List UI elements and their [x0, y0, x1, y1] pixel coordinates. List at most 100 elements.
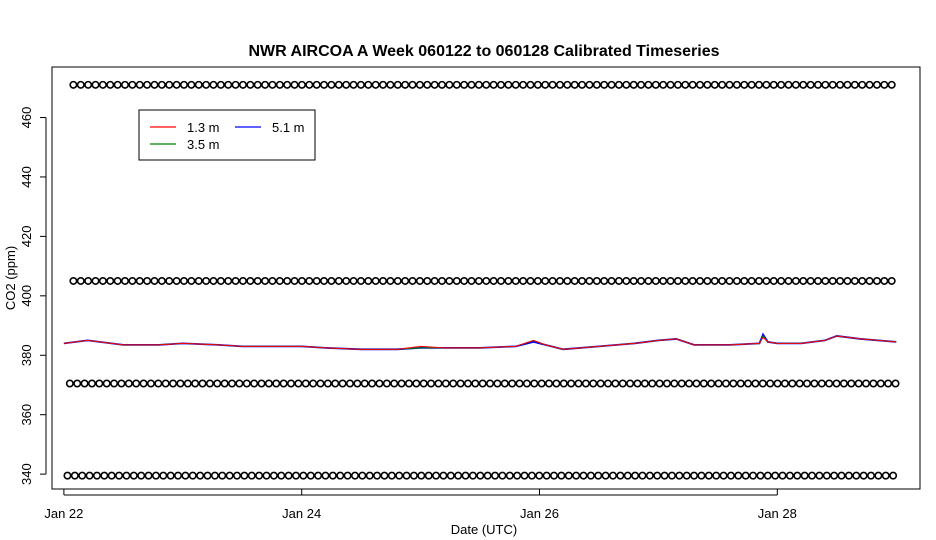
reference-point: [397, 379, 406, 388]
reference-point: [290, 80, 299, 89]
reference-point: [327, 80, 336, 89]
reference-point: [725, 276, 734, 285]
reference-point: [555, 276, 564, 285]
reference-point: [550, 471, 559, 480]
reference-point: [880, 276, 889, 285]
reference-point: [128, 80, 137, 89]
reference-point: [570, 80, 579, 89]
reference-point: [608, 471, 617, 480]
reference-point: [309, 379, 318, 388]
calibration-reference-points: [63, 80, 900, 480]
reference-point: [600, 80, 609, 89]
reference-point: [511, 276, 520, 285]
reference-point: [519, 80, 528, 89]
reference-point: [808, 471, 817, 480]
plot-frame: [51, 66, 921, 490]
reference-point: [659, 80, 668, 89]
reference-point: [95, 379, 104, 388]
reference-point: [69, 276, 78, 285]
reference-point: [445, 80, 454, 89]
reference-point: [386, 80, 395, 89]
reference-point: [519, 276, 528, 285]
reference-point: [699, 379, 708, 388]
reference-point: [744, 379, 753, 388]
reference-point: [589, 379, 598, 388]
reference-point: [446, 471, 455, 480]
reference-point: [777, 80, 786, 89]
reference-point: [63, 471, 72, 480]
reference-point: [520, 471, 529, 480]
reference-point: [224, 276, 233, 285]
reference-point: [622, 276, 631, 285]
reference-point: [415, 276, 424, 285]
reference-point: [763, 471, 772, 480]
reference-point: [334, 276, 343, 285]
reference-point: [637, 276, 646, 285]
reference-point: [172, 80, 181, 89]
reference-point: [401, 276, 410, 285]
reference-point: [401, 80, 410, 89]
reference-point: [788, 379, 797, 388]
reference-point: [121, 80, 130, 89]
reference-point: [284, 471, 293, 480]
reference-point: [409, 471, 418, 480]
reference-point: [688, 80, 697, 89]
reference-point: [541, 276, 550, 285]
reference-point: [740, 80, 749, 89]
reference-point: [286, 379, 295, 388]
reference-point: [144, 471, 153, 480]
reference-point: [732, 276, 741, 285]
reference-point: [368, 379, 377, 388]
reference-point: [629, 80, 638, 89]
reference-point: [496, 276, 505, 285]
reference-point: [729, 379, 738, 388]
reference-point: [102, 379, 111, 388]
reference-point: [718, 80, 727, 89]
legend-label-1-3-m: 1.3 m: [187, 120, 220, 135]
reference-point: [592, 276, 601, 285]
reference-point: [345, 379, 354, 388]
reference-point: [122, 471, 131, 480]
reference-point: [815, 471, 824, 480]
reference-point: [496, 80, 505, 89]
reference-point: [375, 379, 384, 388]
reference-point: [305, 80, 314, 89]
reference-point: [312, 276, 321, 285]
reference-point: [179, 276, 188, 285]
reference-point: [238, 276, 247, 285]
reference-point: [749, 471, 758, 480]
reference-point: [638, 471, 647, 480]
reference-point: [297, 80, 306, 89]
reference-point: [526, 276, 535, 285]
reference-point: [176, 379, 185, 388]
reference-point: [629, 276, 638, 285]
reference-point: [541, 80, 550, 89]
reference-point: [279, 379, 288, 388]
reference-point: [76, 80, 85, 89]
reference-point: [73, 379, 82, 388]
reference-point: [412, 379, 421, 388]
reference-point: [513, 471, 522, 480]
reference-point: [478, 379, 487, 388]
reference-point: [218, 471, 227, 480]
reference-point: [784, 276, 793, 285]
reference-point: [474, 80, 483, 89]
reference-point: [806, 276, 815, 285]
reference-point: [78, 471, 87, 480]
reference-point: [107, 471, 116, 480]
reference-point: [115, 471, 124, 480]
reference-point: [821, 276, 830, 285]
reference-point: [210, 471, 219, 480]
reference-point: [673, 80, 682, 89]
reference-point: [342, 80, 351, 89]
reference-point: [261, 80, 270, 89]
reference-point: [379, 276, 388, 285]
reference-point: [719, 471, 728, 480]
reference-point: [830, 471, 839, 480]
reference-point: [349, 276, 358, 285]
reference-point: [438, 276, 447, 285]
reference-point: [766, 379, 775, 388]
y-tick-label: 460: [19, 107, 34, 129]
reference-point: [128, 276, 137, 285]
reference-point: [235, 379, 244, 388]
